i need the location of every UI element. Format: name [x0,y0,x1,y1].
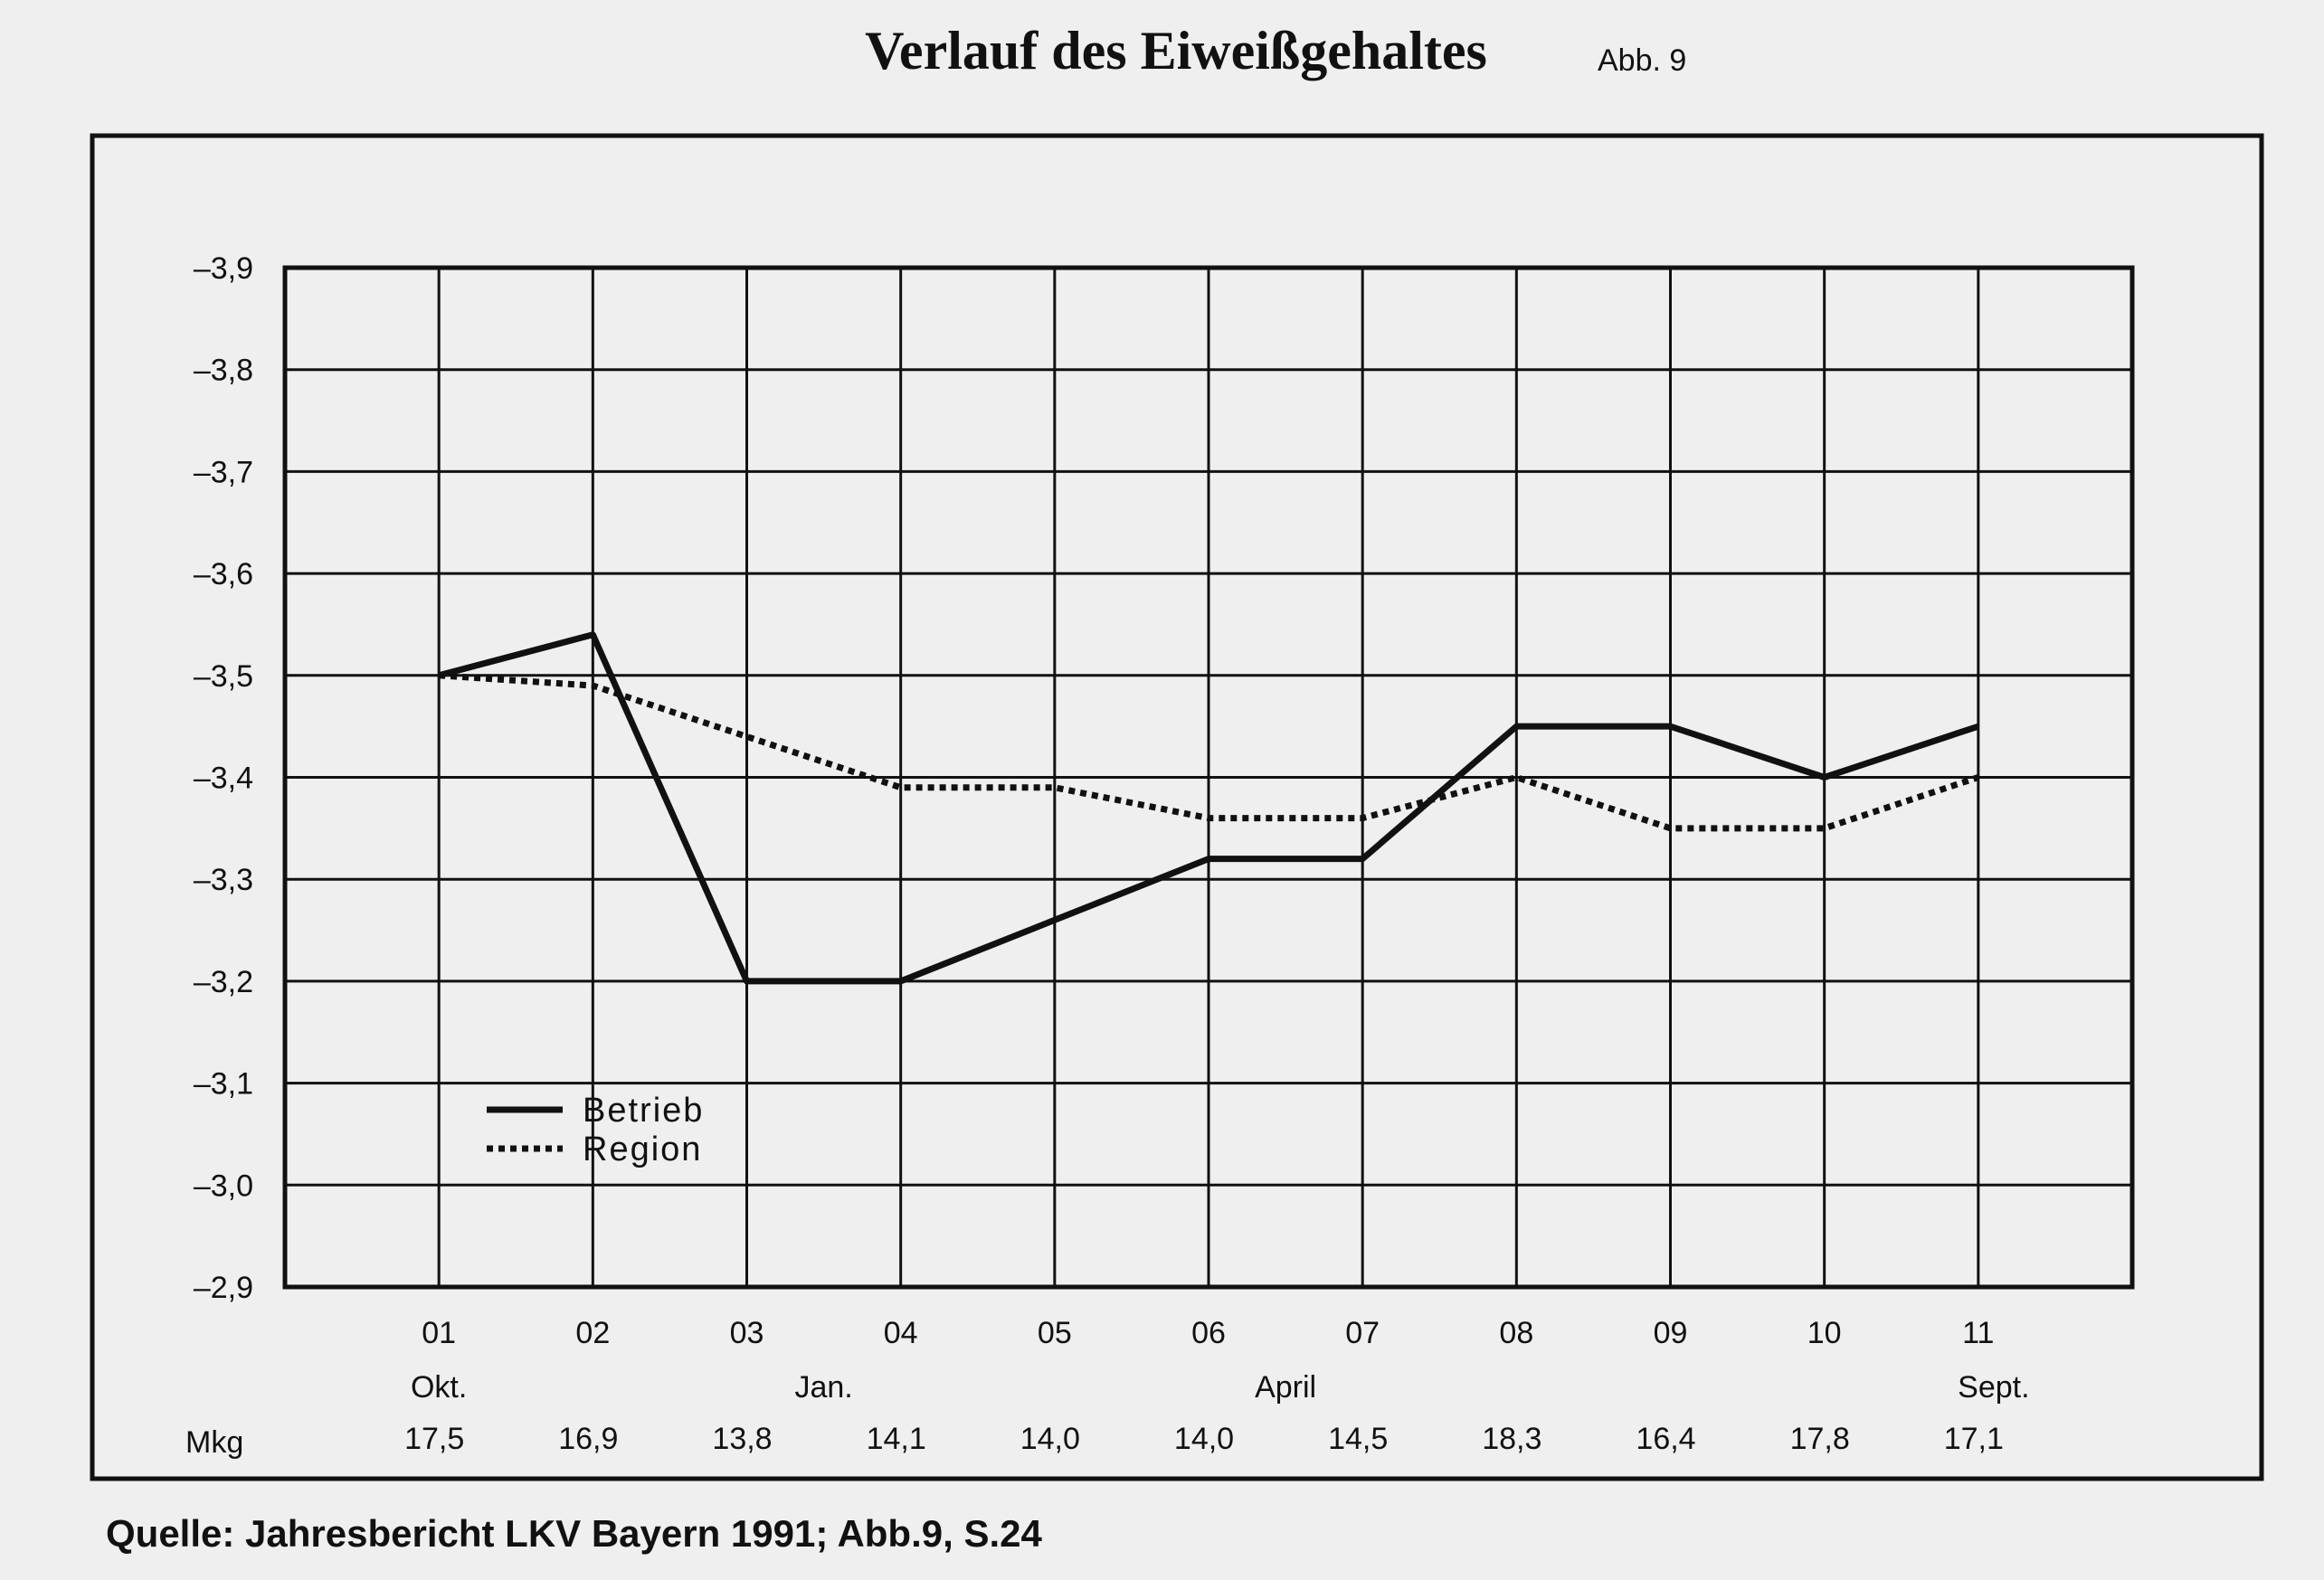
x-tick-label: 03 [730,1316,764,1350]
plot-border [282,265,2135,1290]
mkg-value: 16,4 [1636,1422,1695,1456]
y-tick-label: –3,8 [194,354,253,388]
x-tick-label: 04 [884,1316,918,1350]
y-tick-label: –3,3 [194,863,253,897]
mkg-value: 17,1 [1944,1422,2004,1456]
mkg-value: 18,3 [1482,1422,1541,1456]
y-tick-label: –3,5 [194,659,253,694]
series-line-betrieb [438,631,1979,985]
legend-label-betrieb: Betrieb [583,1092,704,1130]
mkg-value: 14,0 [1174,1422,1234,1456]
x-tick-label: 09 [1654,1316,1688,1350]
legend-label-region: Region [583,1131,702,1168]
y-tick-label: –3,4 [194,762,253,796]
mkg-value: 14,1 [867,1422,926,1456]
y-tick-label: –3,7 [194,455,253,489]
x-tick-label: 08 [1499,1316,1533,1350]
month-label: Sept. [1958,1370,2029,1405]
figure-label: Abb. 9 [1598,43,1686,78]
series-line-region [438,672,1979,832]
mkg-value: 13,8 [712,1422,772,1456]
month-labels: Okt. Jan. April Sept. [411,1370,2030,1405]
x-tick-label: 10 [1807,1316,1842,1350]
series-lines [438,631,1979,985]
x-tick-label: 02 [575,1316,610,1350]
y-tick-label: –3,2 [194,965,253,999]
mkg-value: 14,0 [1020,1422,1080,1456]
legend: Betrieb Region [487,1092,704,1168]
mkg-value: 16,9 [558,1422,618,1456]
source-note: Quelle: Jahresbericht LKV Bayern 1991; A… [106,1512,1042,1555]
month-label: Okt. [411,1370,467,1405]
y-tick-label: –3,9 [194,251,253,286]
x-tick-label: 07 [1345,1316,1380,1350]
mkg-value: 17,5 [404,1422,464,1456]
month-label: April [1255,1370,1316,1405]
mkg-value: 17,8 [1790,1422,1850,1456]
x-axis: 01 02 03 04 05 06 07 08 09 10 11 [422,1316,1994,1350]
y-axis: –3,9 –3,8 –3,7 –3,6 –3,5 –3,4 –3,3 –3,2 –3,1 –3,0… [194,251,253,1305]
y-tick-label: –3,0 [194,1168,253,1203]
x-tick-label: 06 [1191,1316,1226,1350]
chart-title: Verlauf des Eiweißgehaltes [865,21,1487,80]
mkg-label: Mkg [185,1425,243,1460]
x-tick-label: 05 [1038,1316,1072,1350]
outer-frame [90,133,2264,1481]
mkg-row: Mkg 17,5 16,9 13,8 14,1 14,0 14,0 14,5 18,3 16,4… [185,1422,2004,1460]
mkg-value: 14,5 [1328,1422,1388,1456]
y-tick-label: –2,9 [194,1271,253,1305]
x-tick-label: 01 [422,1316,456,1350]
month-label: Jan. [794,1370,852,1405]
y-tick-label: –3,1 [194,1067,253,1102]
x-tick-label: 11 [1962,1316,1994,1350]
y-tick-label: –3,6 [194,557,253,591]
